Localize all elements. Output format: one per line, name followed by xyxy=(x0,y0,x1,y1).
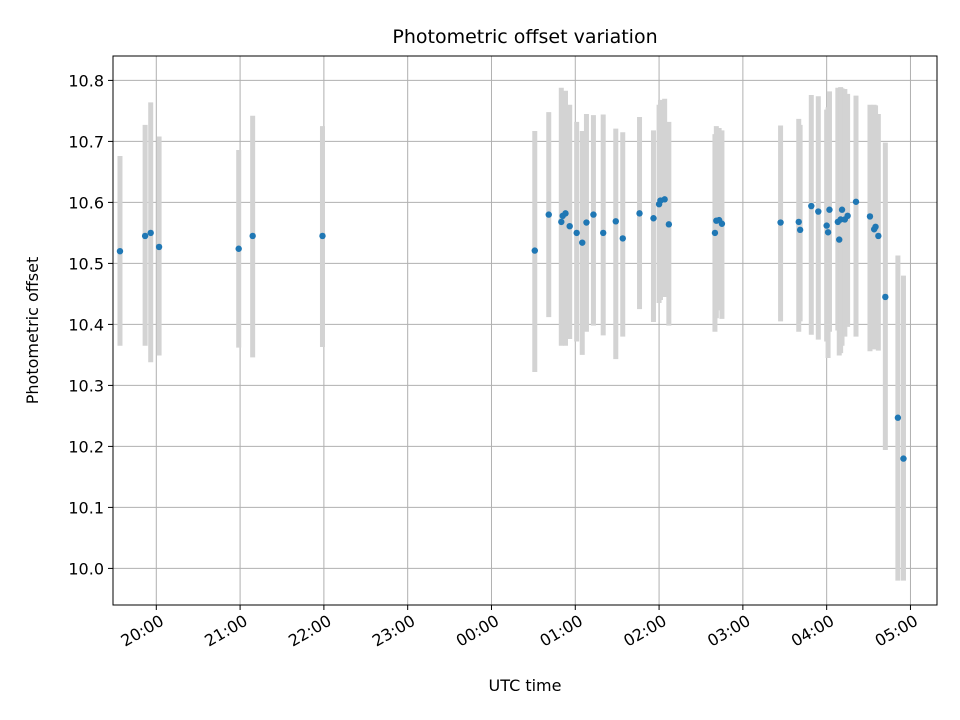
data-point xyxy=(661,196,668,203)
y-tick-label: 10.4 xyxy=(68,315,104,334)
data-point xyxy=(795,218,802,226)
data-point xyxy=(852,198,860,205)
data-point xyxy=(900,455,907,462)
data-point xyxy=(612,218,619,225)
data-point xyxy=(718,220,726,227)
data-point xyxy=(116,248,124,255)
data-point xyxy=(573,229,580,237)
data-point xyxy=(566,222,573,230)
data-point xyxy=(319,232,326,240)
data-point xyxy=(650,215,657,222)
data-point xyxy=(815,208,822,215)
x-axis-label: UTC time xyxy=(489,676,562,695)
data-point xyxy=(531,247,538,254)
data-point xyxy=(836,236,843,243)
data-point xyxy=(823,222,830,229)
y-tick-label: 10.1 xyxy=(68,498,104,517)
data-point xyxy=(875,232,882,240)
data-point xyxy=(619,235,626,242)
data-point xyxy=(579,239,586,246)
y-tick-label: 10.2 xyxy=(68,437,104,456)
plot-frame xyxy=(112,55,938,606)
data-point xyxy=(824,229,832,236)
data-point xyxy=(882,293,889,301)
data-point xyxy=(636,210,643,217)
y-tick-label: 10.7 xyxy=(68,132,104,151)
data-point xyxy=(583,219,590,226)
data-point xyxy=(590,211,597,218)
data-point xyxy=(155,243,163,251)
y-tick-label: 10.3 xyxy=(68,376,104,395)
chart-title: Photometric offset variation xyxy=(392,26,657,48)
data-points xyxy=(116,196,907,462)
data-point xyxy=(808,202,815,210)
data-point xyxy=(545,211,552,218)
data-point xyxy=(866,213,874,220)
data-point xyxy=(147,229,154,237)
data-point xyxy=(872,223,879,230)
data-point xyxy=(600,229,607,237)
data-point xyxy=(711,229,719,237)
y-tick-label: 10.6 xyxy=(68,193,104,212)
data-point xyxy=(796,226,804,234)
data-point xyxy=(894,414,902,421)
data-point xyxy=(141,232,149,240)
data-point xyxy=(844,212,851,220)
y-tick-label: 10.8 xyxy=(68,71,104,90)
data-point xyxy=(558,218,565,226)
data-point xyxy=(249,232,256,240)
data-point xyxy=(838,206,846,213)
y-axis: 10.0 10.1 10.2 10.3 10.4 10.5 10.6 10.7 10.8 xyxy=(68,71,113,578)
y-axis-label: Photometric offset xyxy=(23,257,42,405)
data-point xyxy=(777,219,784,226)
data-point xyxy=(235,245,242,252)
data-point xyxy=(562,210,569,217)
data-point xyxy=(826,206,833,213)
data-point xyxy=(665,221,673,228)
y-tick-label: 10.5 xyxy=(68,254,104,273)
y-tick-label: 10.0 xyxy=(68,559,104,578)
